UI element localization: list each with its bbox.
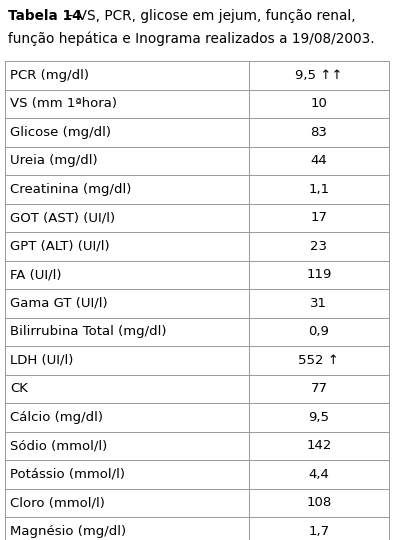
Text: Bilirrubina Total (mg/dl): Bilirrubina Total (mg/dl) — [10, 325, 167, 338]
Text: 77: 77 — [310, 382, 327, 395]
Text: VS (mm 1ªhora): VS (mm 1ªhora) — [10, 97, 117, 110]
Text: CK: CK — [10, 382, 28, 395]
Text: Glicose (mg/dl): Glicose (mg/dl) — [10, 126, 111, 139]
Text: 10: 10 — [310, 97, 327, 110]
Text: Sódio (mmol/l): Sódio (mmol/l) — [10, 439, 107, 453]
Text: 4,4: 4,4 — [309, 468, 329, 481]
Text: Magnésio (mg/dl): Magnésio (mg/dl) — [10, 525, 126, 538]
Text: 552 ↑: 552 ↑ — [299, 354, 339, 367]
Text: Cálcio (mg/dl): Cálcio (mg/dl) — [10, 411, 103, 424]
Text: 9,5 ↑↑: 9,5 ↑↑ — [295, 69, 343, 82]
Text: - VS, PCR, glicose em jejum, função renal,: - VS, PCR, glicose em jejum, função rena… — [64, 9, 356, 23]
Text: 83: 83 — [310, 126, 327, 139]
Text: 1,7: 1,7 — [309, 525, 329, 538]
Text: 108: 108 — [306, 496, 331, 509]
Text: 23: 23 — [310, 240, 327, 253]
Text: Creatinina (mg/dl): Creatinina (mg/dl) — [10, 183, 131, 195]
Text: 142: 142 — [306, 439, 332, 453]
Text: GPT (ALT) (UI/l): GPT (ALT) (UI/l) — [10, 240, 110, 253]
Text: 0,9: 0,9 — [309, 325, 329, 338]
Text: GOT (AST) (UI/l): GOT (AST) (UI/l) — [10, 211, 115, 224]
Bar — [5, 61, 389, 540]
Text: função hepática e Inograma realizados a 19/08/2003.: função hepática e Inograma realizados a … — [8, 31, 375, 45]
Text: Gama GT (UI/l): Gama GT (UI/l) — [10, 297, 108, 310]
Text: 44: 44 — [310, 154, 327, 167]
Text: Ureia (mg/dl): Ureia (mg/dl) — [10, 154, 98, 167]
Text: 119: 119 — [306, 268, 332, 281]
Text: 9,5: 9,5 — [309, 411, 329, 424]
Text: Tabela 14: Tabela 14 — [8, 9, 82, 23]
Text: 1,1: 1,1 — [309, 183, 329, 195]
Text: Potássio (mmol/l): Potássio (mmol/l) — [10, 468, 125, 481]
Text: 31: 31 — [310, 297, 327, 310]
Text: FA (UI/l): FA (UI/l) — [10, 268, 61, 281]
Text: LDH (UI/l): LDH (UI/l) — [10, 354, 73, 367]
Text: Cloro (mmol/l): Cloro (mmol/l) — [10, 496, 105, 509]
Text: 17: 17 — [310, 211, 327, 224]
Text: PCR (mg/dl): PCR (mg/dl) — [10, 69, 89, 82]
